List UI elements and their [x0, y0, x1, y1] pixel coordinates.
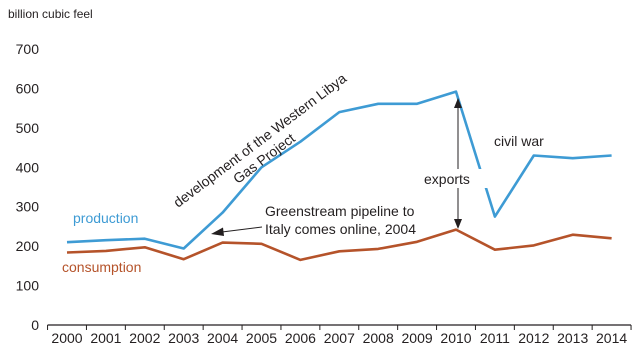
y-tick-label: 200 — [16, 238, 40, 254]
annotation-greenstream: Greenstream pipeline to Italy comes onli… — [211, 203, 416, 237]
exports-arrow-head-bottom — [454, 219, 462, 229]
y-axis-ticks: 0 100 200 300 400 500 600 700 — [16, 41, 40, 333]
y-tick-label: 0 — [31, 317, 39, 333]
annotation-exports-label: exports — [424, 171, 470, 187]
x-tick-label: 2005 — [246, 330, 277, 346]
x-tick-label: 2010 — [440, 330, 471, 346]
series-line-consumption — [66, 228, 612, 262]
y-tick-label: 500 — [16, 120, 40, 136]
x-tick-label: 2000 — [51, 330, 82, 346]
annotation-exports: exports — [421, 98, 495, 229]
x-tick-label: 2007 — [324, 330, 355, 346]
y-tick-label: 300 — [16, 199, 40, 215]
x-tick-label: 2002 — [129, 330, 160, 346]
x-tick-label: 2013 — [557, 330, 588, 346]
annotation-western-libya: development of the Western Libya Gas Pro… — [170, 70, 349, 211]
exports-label-bg — [421, 169, 495, 188]
x-tick-label: 2014 — [596, 330, 627, 346]
annotation-greenstream-line2: Italy comes online, 2004 — [265, 221, 416, 237]
y-tick-label: 400 — [16, 159, 40, 175]
y-tick-label: 700 — [16, 41, 40, 57]
unit-label: billion cubic feel — [8, 7, 93, 21]
series-label-consumption: consumption — [62, 259, 141, 275]
x-tick-label: 2004 — [207, 330, 238, 346]
x-tick-label: 2009 — [402, 330, 433, 346]
annotation-civil-war: civil war — [494, 133, 544, 149]
x-axis-ticks: 2000 2001 2002 2003 2004 2005 2006 2007 2008 2009… — [47, 325, 632, 346]
x-tick-label: 2006 — [285, 330, 316, 346]
series-layer — [66, 90, 612, 262]
annotation-western-libya-line1: development of the Western Libya — [170, 70, 349, 211]
x-tick-label: 2001 — [90, 330, 121, 346]
annotation-greenstream-line1: Greenstream pipeline to — [265, 203, 415, 219]
x-tick-label: 2012 — [518, 330, 549, 346]
y-tick-label: 600 — [16, 80, 40, 96]
series-line-production — [66, 90, 612, 250]
x-tick-label: 2008 — [363, 330, 394, 346]
exports-arrow-head-top — [454, 98, 462, 108]
greenstream-arrow-head — [211, 227, 224, 236]
y-tick-label: 100 — [16, 278, 40, 294]
x-tick-label: 2011 — [480, 330, 510, 346]
x-tick-label: 2003 — [168, 330, 199, 346]
series-label-production: production — [73, 210, 138, 226]
greenstream-arrow-line — [221, 226, 263, 233]
